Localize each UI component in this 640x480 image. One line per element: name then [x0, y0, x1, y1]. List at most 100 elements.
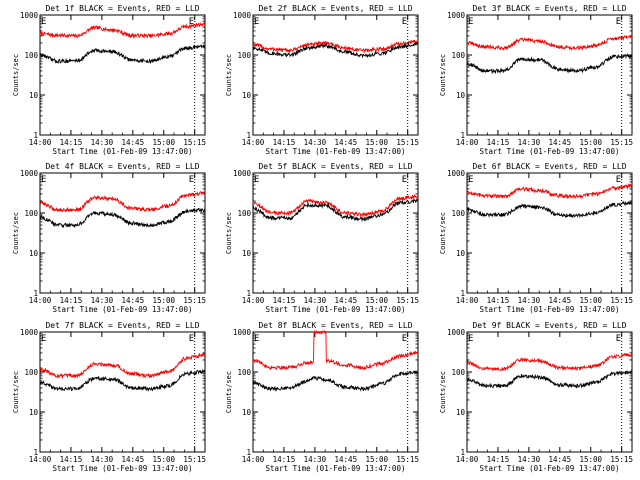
panel-title: Det 5f BLACK = Events, RED = LLD [258, 162, 412, 171]
event-marker-label: E [254, 175, 259, 185]
y-tick-label: 100 [237, 368, 251, 377]
y-axis-label: Counts/sec [439, 54, 447, 96]
panel-title: Det 1f BLACK = Events, RED = LLD [45, 4, 199, 13]
event-marker-label: E [402, 334, 407, 344]
y-tick-label: 1000 [447, 169, 466, 178]
panel-title: Det 3f BLACK = Events, RED = LLD [472, 4, 626, 13]
x-tick-label: 14:45 [122, 138, 145, 147]
y-tick-label: 100 [24, 209, 38, 218]
y-tick-label: 10 [29, 91, 39, 100]
event-marker-label: E [254, 334, 259, 344]
y-tick-label: 1000 [233, 328, 252, 337]
event-marker-label: E [41, 175, 46, 185]
y-tick-label: 1 [460, 448, 465, 457]
x-tick-label: 14:45 [549, 296, 572, 305]
panel-det-9: Det 9f BLACK = Events, RED = LLD 1 10 100 10… [439, 321, 633, 473]
x-tick-label: 14:45 [335, 296, 358, 305]
x-tick-label: 15:15 [610, 138, 633, 147]
plot-frame [466, 14, 633, 136]
event-marker-label: E [402, 175, 407, 185]
x-axis-label: Start Time (01-Feb-09 13:47:00) [53, 305, 193, 314]
panel-det-6: Det 6f BLACK = Events, RED = LLD 1 10 100 10… [439, 162, 633, 314]
event-marker-label: E [189, 334, 194, 344]
x-tick-label: 15:00 [579, 296, 602, 305]
lld-series-line [39, 190, 206, 213]
event-marker-label: E [468, 334, 473, 344]
x-tick-label: 14:45 [335, 138, 358, 147]
x-tick-label: 14:45 [122, 455, 145, 464]
lld-series-line [466, 34, 633, 51]
x-axis-label: Start Time (01-Feb-09 13:47:00) [480, 305, 620, 314]
event-marker-label: E [616, 334, 621, 344]
x-tick-label: 15:15 [396, 138, 419, 147]
y-tick-label: 1 [460, 131, 465, 140]
x-tick-label: 15:00 [579, 138, 602, 147]
x-axis-label: Start Time (01-Feb-09 13:47:00) [480, 464, 620, 473]
x-tick-label: 15:00 [579, 455, 602, 464]
events-series-line [39, 44, 206, 65]
y-tick-label: 10 [29, 408, 39, 417]
x-tick-label: 14:30 [304, 455, 327, 464]
x-tick-label: 14:30 [518, 138, 541, 147]
x-tick-label: 15:15 [396, 296, 419, 305]
y-tick-label: 1000 [447, 11, 466, 20]
y-tick-label: 100 [237, 51, 251, 60]
y-tick-label: 10 [242, 91, 252, 100]
plot-frame [252, 331, 419, 453]
x-tick-label: 14:15 [487, 138, 510, 147]
event-marker-label: E [41, 17, 46, 27]
x-tick-label: 14:00 [242, 455, 265, 464]
y-axis-label: Counts/sec [12, 371, 20, 413]
x-tick-label: 14:00 [29, 296, 52, 305]
y-tick-label: 100 [24, 368, 38, 377]
x-tick-label: 14:30 [518, 455, 541, 464]
y-tick-label: 10 [456, 408, 466, 417]
lld-series-line [39, 22, 206, 39]
y-tick-label: 1000 [20, 328, 39, 337]
event-marker-label: E [189, 175, 194, 185]
x-axis-label: Start Time (01-Feb-09 13:47:00) [266, 147, 406, 156]
y-axis-label: Counts/sec [225, 212, 233, 254]
x-tick-label: 15:15 [183, 296, 206, 305]
y-tick-label: 1 [246, 289, 251, 298]
x-tick-label: 14:30 [518, 296, 541, 305]
event-marker-label: E [41, 334, 46, 344]
lld-series-line [252, 194, 419, 219]
y-tick-label: 10 [456, 91, 466, 100]
x-axis-label: Start Time (01-Feb-09 13:47:00) [53, 464, 193, 473]
y-axis-label: Counts/sec [12, 212, 20, 254]
y-tick-label: 100 [24, 51, 38, 60]
panel-title: Det 4f BLACK = Events, RED = LLD [45, 162, 199, 171]
lld-series-line [466, 182, 633, 200]
panel-det-4: Det 4f BLACK = Events, RED = LLD 1 10 100 10… [12, 162, 206, 314]
x-tick-label: 14:30 [91, 455, 114, 464]
x-tick-label: 15:00 [152, 296, 175, 305]
panel-title: Det 7f BLACK = Events, RED = LLD [45, 321, 199, 330]
x-tick-label: 15:00 [365, 138, 388, 147]
event-marker-label: E [402, 17, 407, 27]
x-tick-label: 14:15 [60, 296, 83, 305]
x-tick-label: 14:45 [549, 138, 572, 147]
x-tick-label: 14:00 [456, 455, 479, 464]
plot-frame [466, 172, 633, 294]
panel-det-5: Det 5f BLACK = Events, RED = LLD 1 10 100 10… [225, 162, 419, 314]
x-tick-label: 15:00 [152, 138, 175, 147]
plot-frame [39, 331, 206, 453]
events-series-line [39, 368, 206, 392]
x-tick-label: 14:15 [273, 296, 296, 305]
y-tick-label: 100 [451, 209, 465, 218]
panel-title: Det 9f BLACK = Events, RED = LLD [472, 321, 626, 330]
y-tick-label: 100 [451, 51, 465, 60]
y-tick-label: 1 [460, 289, 465, 298]
lld-series-line [252, 39, 419, 54]
event-marker-label: E [616, 17, 621, 27]
x-axis-label: Start Time (01-Feb-09 13:47:00) [266, 464, 406, 473]
events-series-line [39, 207, 206, 229]
y-tick-label: 100 [237, 209, 251, 218]
y-tick-label: 10 [242, 249, 252, 258]
x-axis-label: Start Time (01-Feb-09 13:47:00) [480, 147, 620, 156]
lld-series-line [253, 329, 419, 371]
event-marker-label: E [254, 17, 259, 27]
y-tick-label: 1000 [20, 11, 39, 20]
events-series-line [466, 369, 633, 389]
